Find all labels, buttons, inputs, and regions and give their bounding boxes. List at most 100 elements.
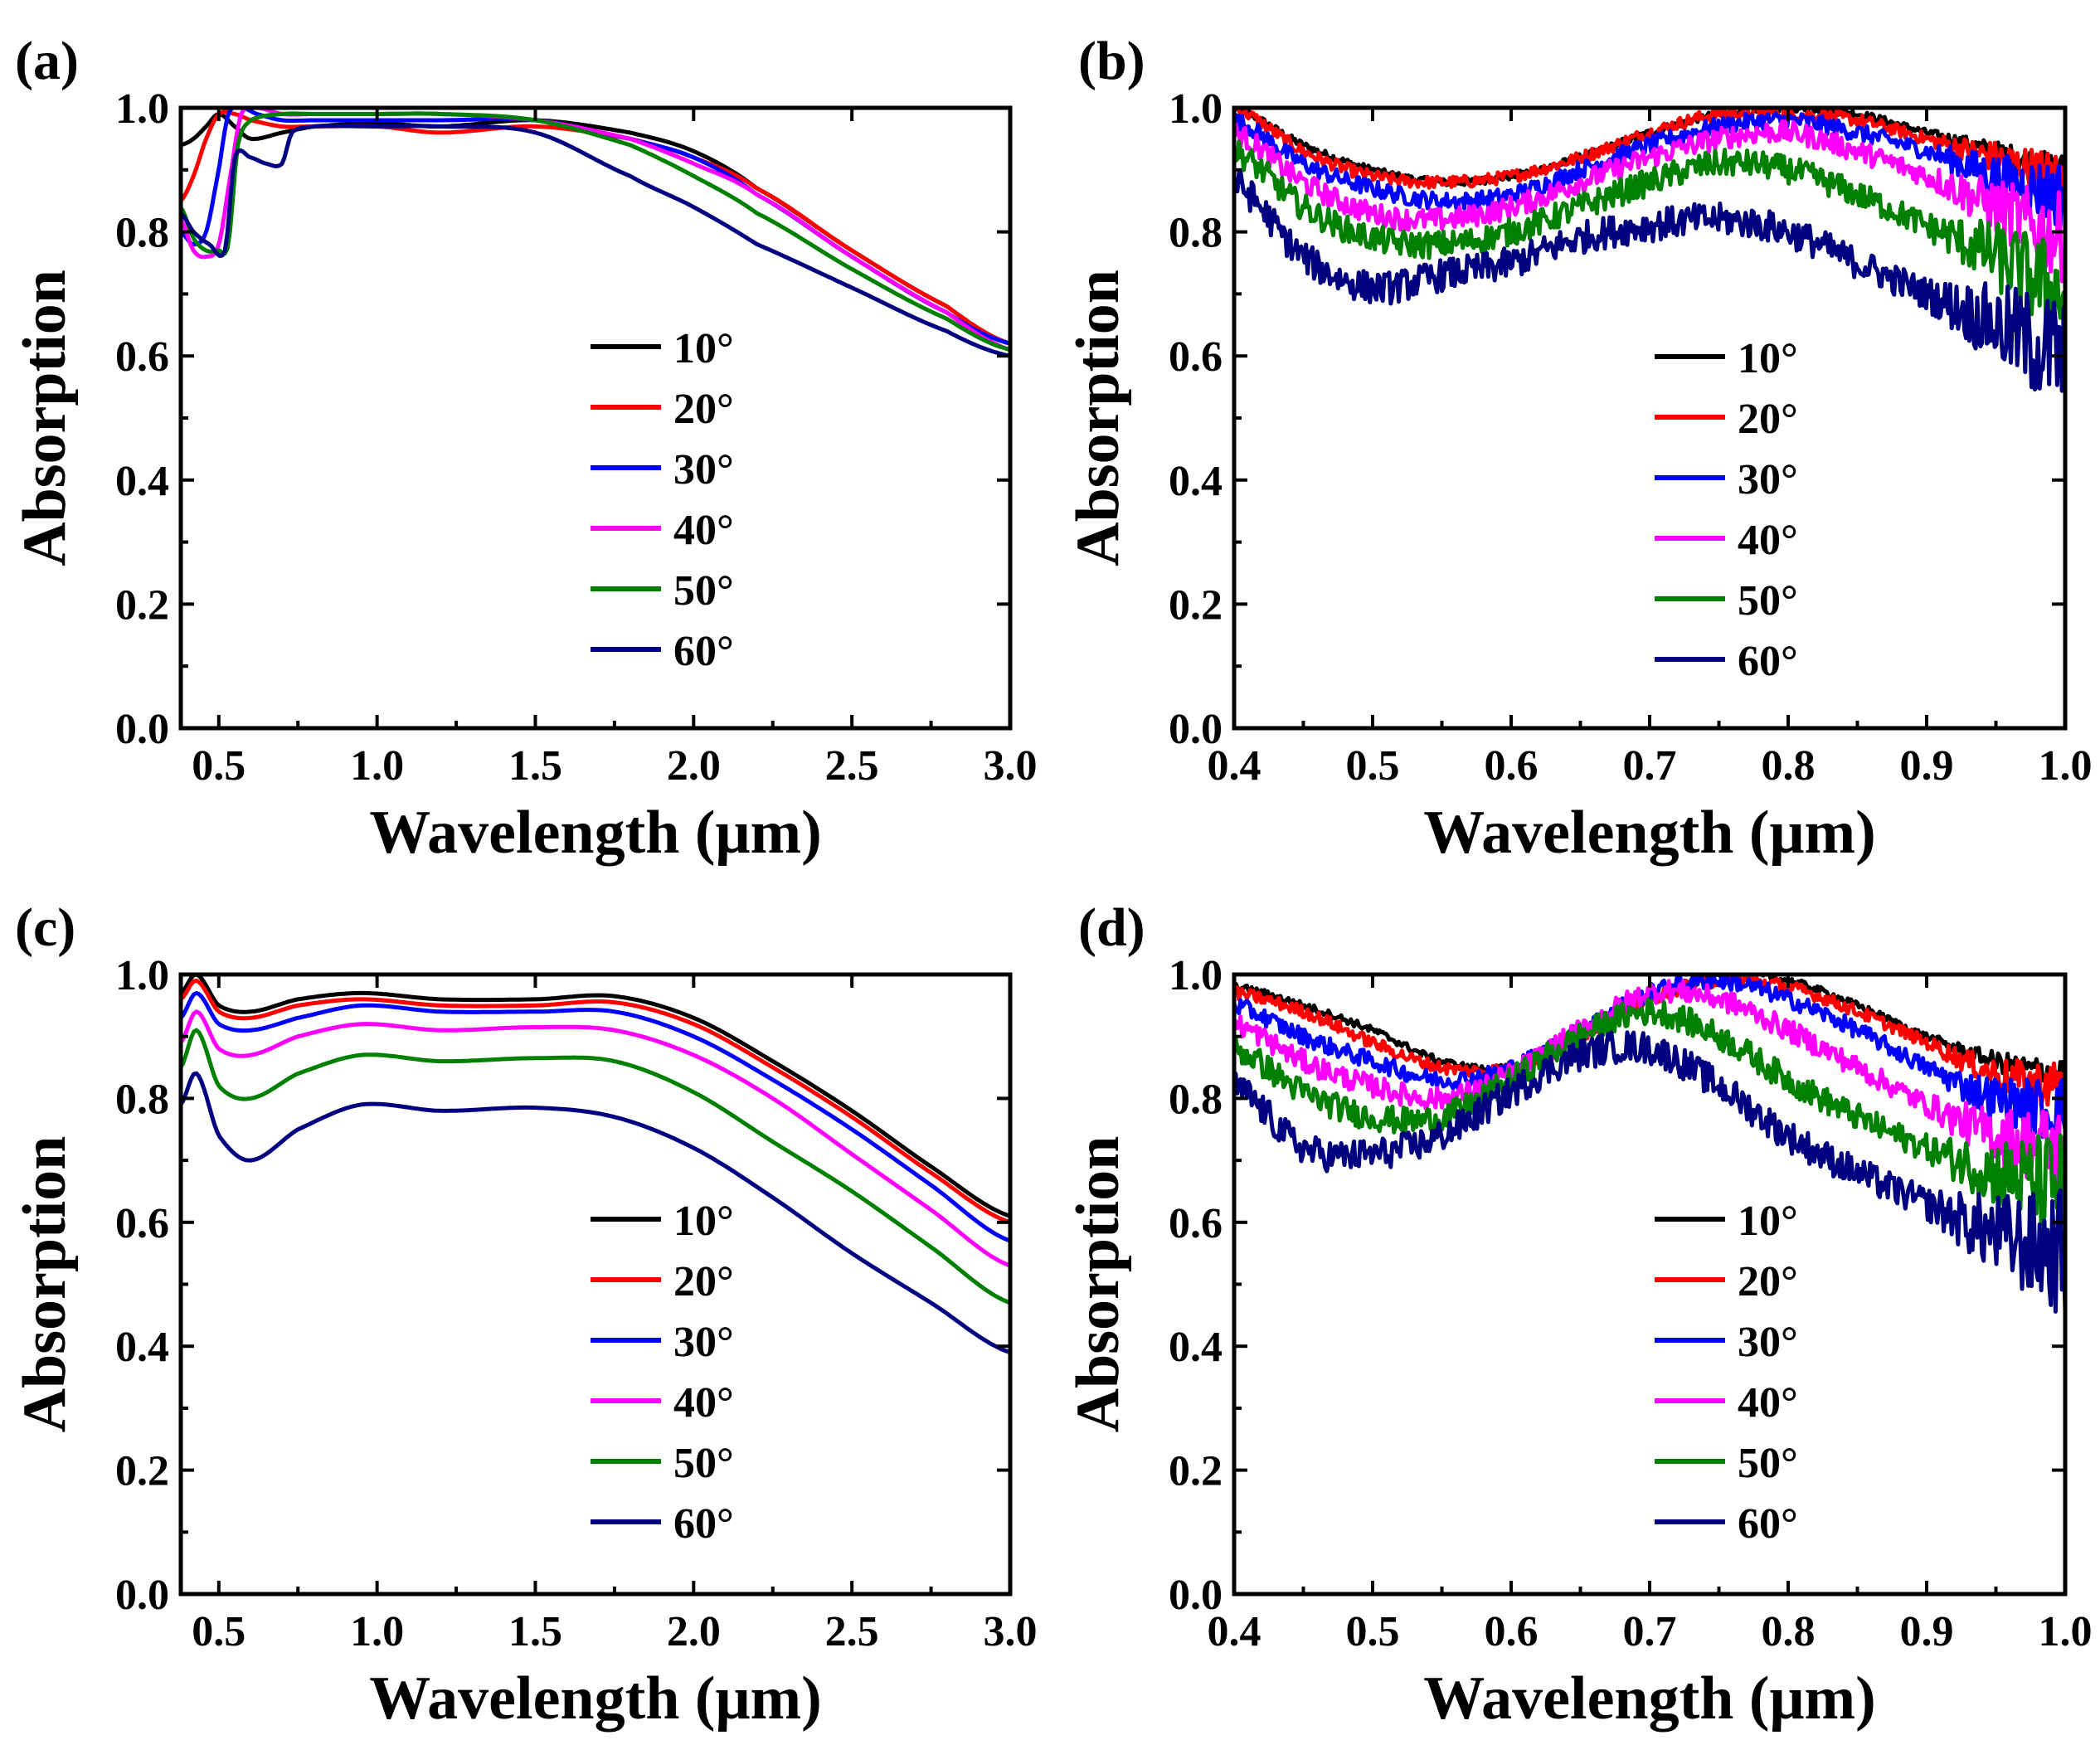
series-line-60deg xyxy=(181,1071,1010,1355)
series-line-50deg xyxy=(181,1028,1010,1305)
y-tick-label: 0.0 xyxy=(1169,1572,1223,1619)
x-tick-label: 1.0 xyxy=(350,1608,404,1655)
x-tick-label: 0.5 xyxy=(192,742,245,790)
y-tick-label: 0.4 xyxy=(115,1324,169,1371)
x-tick-label: 0.9 xyxy=(1900,742,1954,790)
series-line-50deg xyxy=(181,111,1010,352)
series-group xyxy=(1234,108,2065,393)
legend-label: 50° xyxy=(1738,577,1798,625)
y-tick-label: 0.8 xyxy=(1169,1076,1223,1123)
x-tick-label: 0.6 xyxy=(1485,1608,1539,1655)
legend-label: 50° xyxy=(673,567,734,615)
panel-label: (a) xyxy=(15,31,79,91)
x-tick-label: 2.0 xyxy=(667,742,721,790)
legend-label: 50° xyxy=(1738,1440,1798,1487)
chart-panel-d: 0.4 0.5 0.6 0.7 0.8 0.9 1.0 0.0 0.2 0.4 0.6 0.8 1.0 W… xyxy=(1064,897,2093,1733)
legend-label: 40° xyxy=(673,507,734,554)
series-line-30deg xyxy=(181,990,1010,1243)
legend: 10° 20° 30° 40° 50° 60° xyxy=(1655,1198,1798,1548)
y-tick-label: 0.2 xyxy=(1169,581,1223,629)
y-tick-label: 0.6 xyxy=(115,1200,169,1247)
y-tick-label: 0.6 xyxy=(1169,1200,1223,1247)
series-line-30deg xyxy=(1234,111,2065,229)
series-line-60deg xyxy=(1234,169,2065,393)
legend-label: 40° xyxy=(673,1379,734,1427)
x-tick-label: 1.5 xyxy=(508,742,562,790)
x-tick-label: 2.0 xyxy=(667,1608,721,1655)
legend-label: 10° xyxy=(1738,1198,1798,1245)
x-tick-label: 0.8 xyxy=(1762,1608,1816,1655)
series-line-10deg xyxy=(181,974,1010,1218)
legend-label: 20° xyxy=(1738,396,1798,443)
series-line-50deg xyxy=(1234,997,2065,1227)
x-tick-label: 0.7 xyxy=(1623,1608,1677,1655)
series-line-40deg xyxy=(181,108,1010,352)
panel-label: (d) xyxy=(1078,897,1145,958)
series-line-20deg xyxy=(181,109,1010,346)
y-tick-label: 0.4 xyxy=(115,458,169,505)
y-tick-label: 1.0 xyxy=(1169,952,1223,999)
x-tick-label: 0.7 xyxy=(1623,742,1677,790)
y-tick-label: 1.0 xyxy=(115,85,169,133)
y-tick-label: 0.4 xyxy=(1169,1324,1223,1371)
y-tick-label: 0.2 xyxy=(1169,1448,1223,1495)
x-axis-title: Wavelength (μm) xyxy=(369,1665,822,1733)
plot-frame xyxy=(178,972,1013,1597)
y-tick-label: 0.0 xyxy=(1169,706,1223,753)
legend-label: 60° xyxy=(1738,638,1798,685)
series-line-20deg xyxy=(181,978,1010,1225)
x-tick-label: 2.5 xyxy=(825,1608,879,1655)
plot-frame xyxy=(178,105,1013,731)
legend-label: 30° xyxy=(673,446,734,493)
chart-panel-c: 0.5 1.0 1.5 2.0 2.5 3.0 0.0 0.2 0.4 0.6 0.8 1.0 Wave… xyxy=(11,897,1038,1733)
y-tick-label: 1.0 xyxy=(115,952,169,999)
series-line-60deg xyxy=(181,124,1010,358)
y-tick-label: 0.8 xyxy=(115,210,169,257)
y-tick-label: 0.8 xyxy=(1169,210,1223,257)
chart-panel-b: 0.4 0.5 0.6 0.7 0.8 0.9 1.0 0.0 0.2 0.4 0.6 0.8 1.0 W… xyxy=(1064,31,2093,867)
chart-panel-a: 0.5 1.0 1.5 2.0 2.5 3.0 0.0 0.2 0.4 0.6 0.8 1.0 Wave… xyxy=(11,31,1038,867)
legend-label: 10° xyxy=(673,325,734,372)
legend-label: 30° xyxy=(673,1319,734,1366)
series-group xyxy=(181,974,1010,1355)
y-tick-label: 0.0 xyxy=(115,706,169,753)
legend-label: 40° xyxy=(1738,517,1798,564)
y-tick-label: 0.2 xyxy=(115,581,169,629)
series-line-40deg xyxy=(1234,119,2065,284)
series-line-30deg xyxy=(181,108,1010,346)
y-tick-label: 0.6 xyxy=(115,333,169,381)
y-tick-label: 0.6 xyxy=(1169,333,1223,381)
series-line-50deg xyxy=(1234,139,2065,336)
x-tick-label: 3.0 xyxy=(984,1608,1038,1655)
panel-label: (b) xyxy=(1078,31,1145,91)
x-tick-label: 0.4 xyxy=(1208,1608,1261,1655)
x-tick-label: 3.0 xyxy=(984,742,1038,790)
x-tick-label: 1.0 xyxy=(2039,742,2093,790)
x-tick-label: 0.5 xyxy=(192,1608,245,1655)
y-axis-title: Absorption xyxy=(1064,1136,1132,1433)
x-axis-title: Wavelength (μm) xyxy=(1423,799,1876,867)
series-line-30deg xyxy=(1234,974,2065,1144)
series-line-60deg xyxy=(1234,1030,2065,1314)
y-tick-label: 0.0 xyxy=(115,1572,169,1619)
x-tick-label: 0.5 xyxy=(1346,1608,1400,1655)
series-line-40deg xyxy=(1234,979,2065,1187)
legend: 10° 20° 30° 40° 50° 60° xyxy=(591,325,734,675)
x-tick-label: 0.9 xyxy=(1900,1608,1954,1655)
x-tick-label: 1.0 xyxy=(2039,1608,2093,1655)
legend-label: 10° xyxy=(1738,335,1798,382)
y-axis-title: Absorption xyxy=(11,270,79,566)
legend-label: 30° xyxy=(1738,1319,1798,1366)
legend-label: 20° xyxy=(673,1258,734,1305)
legend-label: 10° xyxy=(673,1198,734,1245)
x-tick-label: 0.8 xyxy=(1762,742,1816,790)
legend-label: 40° xyxy=(1738,1379,1798,1427)
series-line-20deg xyxy=(1234,108,2065,200)
x-tick-label: 1.0 xyxy=(350,742,404,790)
series-line-10deg xyxy=(181,112,1010,346)
y-axis-title: Absorption xyxy=(1064,270,1132,566)
series-group xyxy=(1234,974,2065,1314)
legend-label: 60° xyxy=(1738,1500,1798,1548)
legend-label: 60° xyxy=(673,1500,734,1548)
